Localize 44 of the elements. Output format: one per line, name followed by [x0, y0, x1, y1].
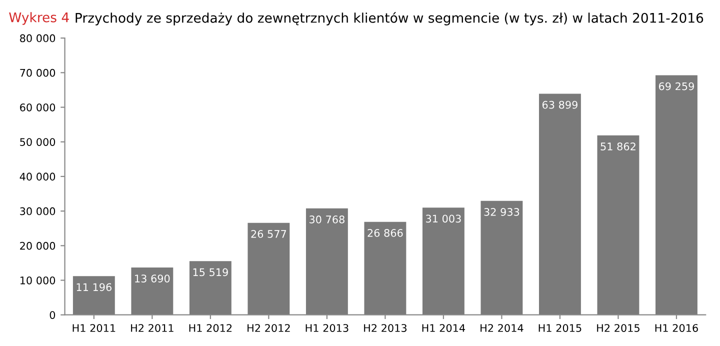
y-tick-label: 30 000	[20, 207, 56, 216]
x-tick-label: H1 2015	[538, 324, 582, 332]
bar	[72, 276, 115, 315]
bar	[364, 222, 406, 315]
x-tick-label: H1 2013	[306, 324, 348, 332]
x-tick-label: H1 2014	[422, 324, 466, 332]
x-tick-label: H2 2012	[248, 324, 290, 332]
data-label: 51 862	[600, 142, 636, 150]
bar	[538, 94, 581, 315]
data-label: 63 899	[542, 100, 578, 109]
chart-title: Wykres 4	[9, 12, 69, 25]
y-tick-label: 80 000	[20, 34, 56, 42]
bar	[656, 75, 698, 315]
y-tick-label: 40 000	[20, 172, 56, 181]
bar	[422, 208, 464, 315]
y-tick-label: 20 000	[20, 242, 56, 250]
data-label: 32 933	[484, 208, 520, 216]
y-tick-label: 0	[50, 311, 56, 319]
data-label: 69 259	[658, 82, 694, 90]
x-tick-label: H1 2012	[189, 324, 232, 332]
data-label: 11 196	[76, 283, 112, 292]
x-tick-label: H2 2015	[597, 324, 640, 332]
data-label: 13 690	[135, 274, 170, 282]
bar	[306, 208, 348, 315]
chart-subtitle: Przychody ze sprzedaży do zewnętrznych klientów w segmencie (w tys. zł) w latach 2011-2016	[76, 12, 704, 26]
data-label: 30 768	[310, 216, 344, 224]
x-tick-label: H1 2011	[72, 324, 116, 332]
data-label: 26 577	[251, 230, 286, 238]
y-tick-label: 60 000	[20, 103, 56, 112]
bar	[248, 222, 290, 315]
bar	[480, 200, 523, 315]
x-tick-label: H2 2011	[131, 324, 174, 332]
data-label: 26 866	[368, 229, 403, 237]
y-tick-label: 70 000	[20, 68, 56, 77]
bar	[189, 261, 232, 315]
y-tick-label: 10 000	[20, 276, 56, 284]
y-tick-label: 50 000	[20, 138, 56, 146]
data-label: 31 003	[426, 214, 461, 223]
bar	[597, 135, 640, 315]
x-tick-label: H2 2014	[480, 324, 524, 332]
data-label: 15 519	[193, 268, 228, 276]
bar	[131, 267, 174, 315]
x-tick-label: H1 2016	[655, 324, 698, 332]
x-tick-label: H2 2013	[364, 324, 407, 332]
